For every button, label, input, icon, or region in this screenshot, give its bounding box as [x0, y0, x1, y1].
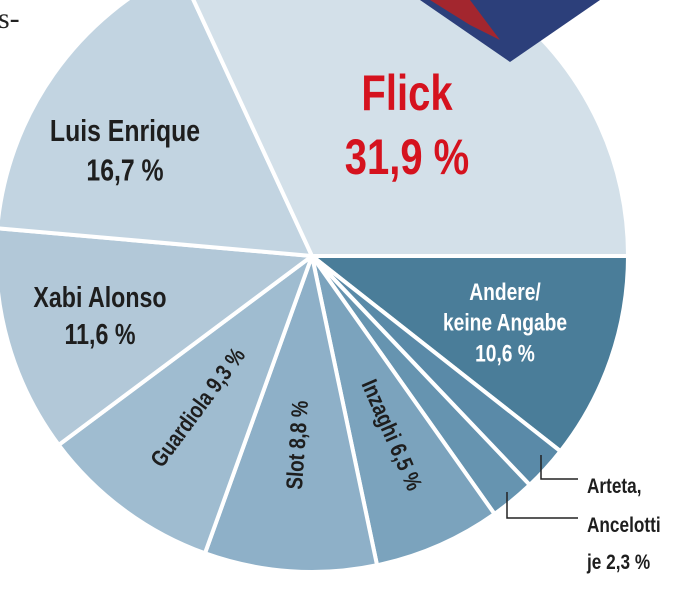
slice-label: Slot 8,8 %: [282, 400, 313, 491]
pie-slice-xabi-alonso: [0, 226, 318, 448]
slice-value-label: 11,6 %: [65, 318, 136, 351]
pie-slice-flick: [191, 0, 631, 258]
coach-photo-shirt-detail: [430, 0, 500, 40]
slice-value-label: 10,6 %: [475, 339, 535, 367]
pie-slice-inzaghi: [310, 254, 498, 568]
pie-slice-guardiola: [55, 250, 317, 556]
pie-slice-slot: [202, 248, 380, 574]
leader-line-arteta: [540, 455, 578, 480]
slice-name-label: Andere/: [469, 278, 540, 306]
callout-label-line: Arteta,: [587, 476, 642, 499]
slice-value-label: 16,7 %: [86, 153, 163, 187]
leader-line-ancelotti: [506, 492, 578, 519]
slice-name-label: Luis Enrique: [50, 113, 200, 147]
callout-label-line: Ancelotti: [587, 515, 661, 538]
callout-leader-lines: Arteta, Ancelotti je 2,3 %: [506, 455, 661, 575]
slice-value-label: 31,9 %: [345, 129, 470, 185]
cut-off-heading-fragment: s-: [0, 2, 20, 35]
callout-label-line: je 2,3 %: [586, 552, 650, 575]
pie-slice-andere-keine-angabe: [306, 254, 631, 455]
slice-name-label: Xabi Alonso: [33, 280, 166, 313]
slice-name-label: Flick: [361, 65, 453, 121]
pie-slice-luis-enrique: [0, 0, 316, 259]
slice-name-label: keine Angabe: [443, 309, 567, 337]
